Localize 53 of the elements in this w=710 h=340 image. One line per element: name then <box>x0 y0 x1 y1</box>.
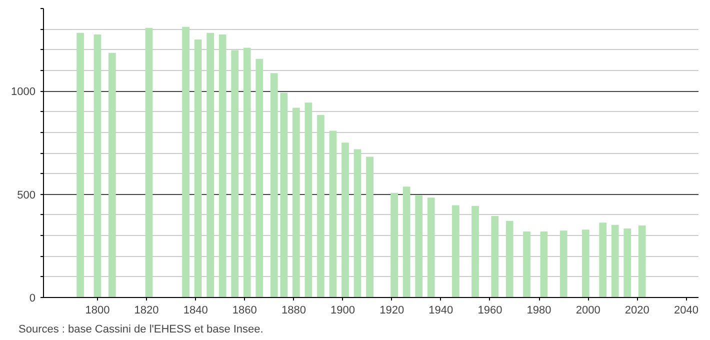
x-tick-label: 1980 <box>526 304 552 316</box>
x-tick-label: 1860 <box>232 304 257 316</box>
bar <box>599 222 607 298</box>
bar <box>231 50 239 298</box>
bar <box>415 195 423 298</box>
bar <box>624 228 632 298</box>
x-tick-label: 1940 <box>428 304 454 316</box>
bar <box>94 34 102 298</box>
bar <box>292 108 300 298</box>
bar <box>540 231 548 298</box>
bar <box>452 205 460 298</box>
bar <box>638 225 646 298</box>
bar <box>506 220 514 298</box>
bar <box>76 32 84 298</box>
x-tick-label: 1920 <box>380 304 404 316</box>
y-tick-label: 1000 <box>11 86 36 98</box>
bar <box>108 52 116 298</box>
x-tick-label: 1840 <box>183 304 208 316</box>
x-tick-label: 2020 <box>624 304 650 316</box>
x-tick-label: 1820 <box>134 304 159 316</box>
bar <box>390 192 398 298</box>
bar <box>402 186 410 298</box>
bar <box>342 142 349 298</box>
y-tick-label: 0 <box>29 292 36 304</box>
x-tick-label: 2040 <box>674 304 698 316</box>
bar <box>582 230 590 298</box>
bar <box>317 115 324 298</box>
x-tick-label: 1900 <box>330 304 356 316</box>
bar <box>256 58 264 298</box>
bar <box>270 73 278 298</box>
bar <box>523 231 530 298</box>
bar <box>243 48 251 298</box>
source-note: Sources : base Cassini de l'EHESS et base Insee. <box>18 324 264 336</box>
bar <box>182 26 190 298</box>
x-tick-label: 1880 <box>281 304 306 316</box>
bar <box>427 198 435 298</box>
x-tick-label: 2000 <box>576 304 600 316</box>
bar <box>194 39 202 298</box>
bar <box>206 32 214 298</box>
x-tick-label: 1960 <box>478 304 502 316</box>
bar <box>611 224 619 298</box>
bar <box>280 92 288 298</box>
bar <box>366 156 374 298</box>
bar <box>472 206 479 298</box>
bar <box>218 34 226 298</box>
bar <box>329 130 337 298</box>
bar <box>304 102 312 298</box>
bar <box>145 28 153 298</box>
y-tick-label: 500 <box>17 189 36 202</box>
bar <box>491 216 499 298</box>
bar <box>560 230 568 298</box>
bar <box>354 149 362 298</box>
x-tick-label: 1800 <box>85 304 110 316</box>
